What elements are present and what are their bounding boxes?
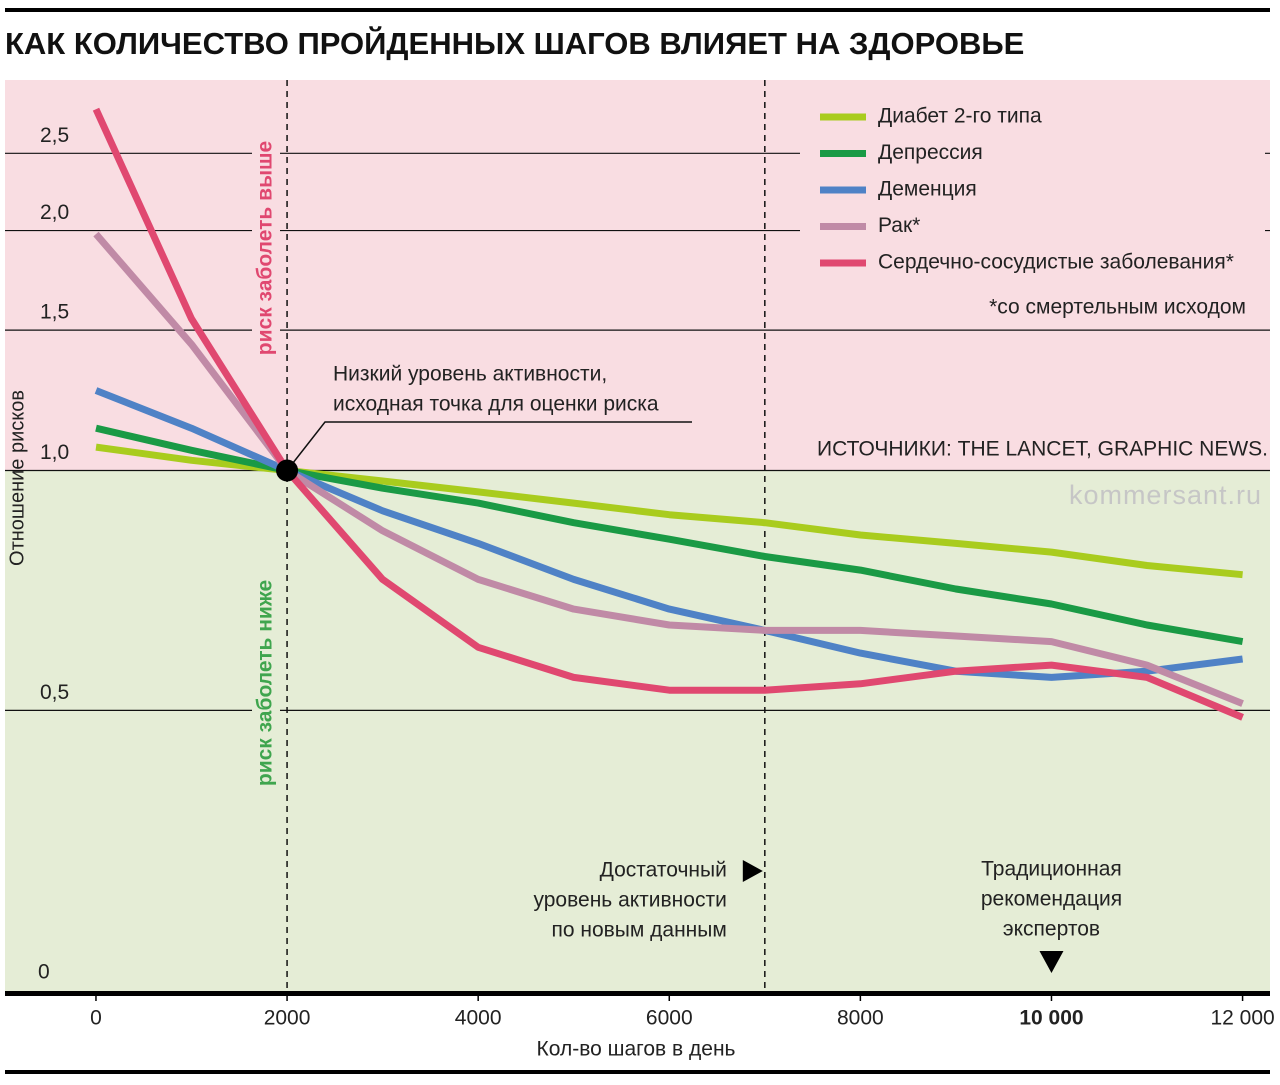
x-tick-label: 0 <box>90 1007 102 1030</box>
zone-below-label: риск заболеть ниже <box>254 580 277 786</box>
bottom-rule <box>5 1070 1270 1074</box>
reference-point <box>276 459 299 482</box>
x-tick-label: 6000 <box>646 1007 693 1030</box>
y-tick-label: 2,0 <box>40 201 69 224</box>
x-axis-label: Кол-во шагов в день <box>537 1038 736 1061</box>
legend-label: Депрессия <box>878 141 983 164</box>
x-tick-label: 10 000 <box>1019 1007 1083 1030</box>
legend-label: Деменция <box>878 178 977 201</box>
chart-title: КАК КОЛИЧЕСТВО ПРОЙДЕННЫХ ШАГОВ ВЛИЯЕТ Н… <box>5 25 1024 61</box>
legend-bg <box>800 95 1265 325</box>
x-tick-label: 12 000 <box>1210 1007 1274 1030</box>
footnote: *со смертельным исходом <box>989 296 1246 319</box>
legend-label: Сердечно-сосудистые заболевания* <box>878 251 1234 274</box>
y-tick-label: 1,5 <box>40 301 69 324</box>
leader-line <box>286 421 692 471</box>
expert-label: экспертов <box>1003 918 1100 941</box>
zone-below-bg <box>5 470 1270 993</box>
reference-point-label: исходная точка для оценки риска <box>333 393 659 416</box>
expert-label: рекомендация <box>981 888 1122 911</box>
y-tick-label: 1,0 <box>40 441 69 464</box>
sufficient-level-label: по новым данным <box>551 919 726 942</box>
y-axis-label: Отношение рисков <box>6 390 28 566</box>
sufficient-level-label: уровень активности <box>533 889 726 912</box>
zone-above-label: риск заболеть выше <box>254 141 277 355</box>
x-tick-label: 4000 <box>455 1007 502 1030</box>
x-tick-label: 8000 <box>837 1007 884 1030</box>
zone-text-bg <box>252 118 280 380</box>
legend-label: Рак* <box>878 214 920 237</box>
arrow-down <box>1039 951 1064 973</box>
x-axis <box>5 991 1270 996</box>
y-tick-label: 0,5 <box>40 681 69 704</box>
y-tick-label: 2,5 <box>40 124 69 147</box>
arrow-right <box>742 860 763 882</box>
watermark: kommersant.ru <box>1069 480 1262 510</box>
top-rule <box>5 8 1270 12</box>
x-tick-label: 2000 <box>264 1007 311 1030</box>
legend-label: Диабет 2-го типа <box>878 105 1042 128</box>
expert-label: Традиционная <box>981 858 1122 881</box>
reference-point-label: Низкий уровень активности, <box>333 363 607 386</box>
origin-label: 0 <box>38 961 50 984</box>
sufficient-level-label: Достаточный <box>600 859 727 882</box>
source: ИСТОЧНИКИ: THE LANCET, GRAPHIC NEWS. <box>817 438 1268 461</box>
zone-text-bg <box>252 555 280 810</box>
